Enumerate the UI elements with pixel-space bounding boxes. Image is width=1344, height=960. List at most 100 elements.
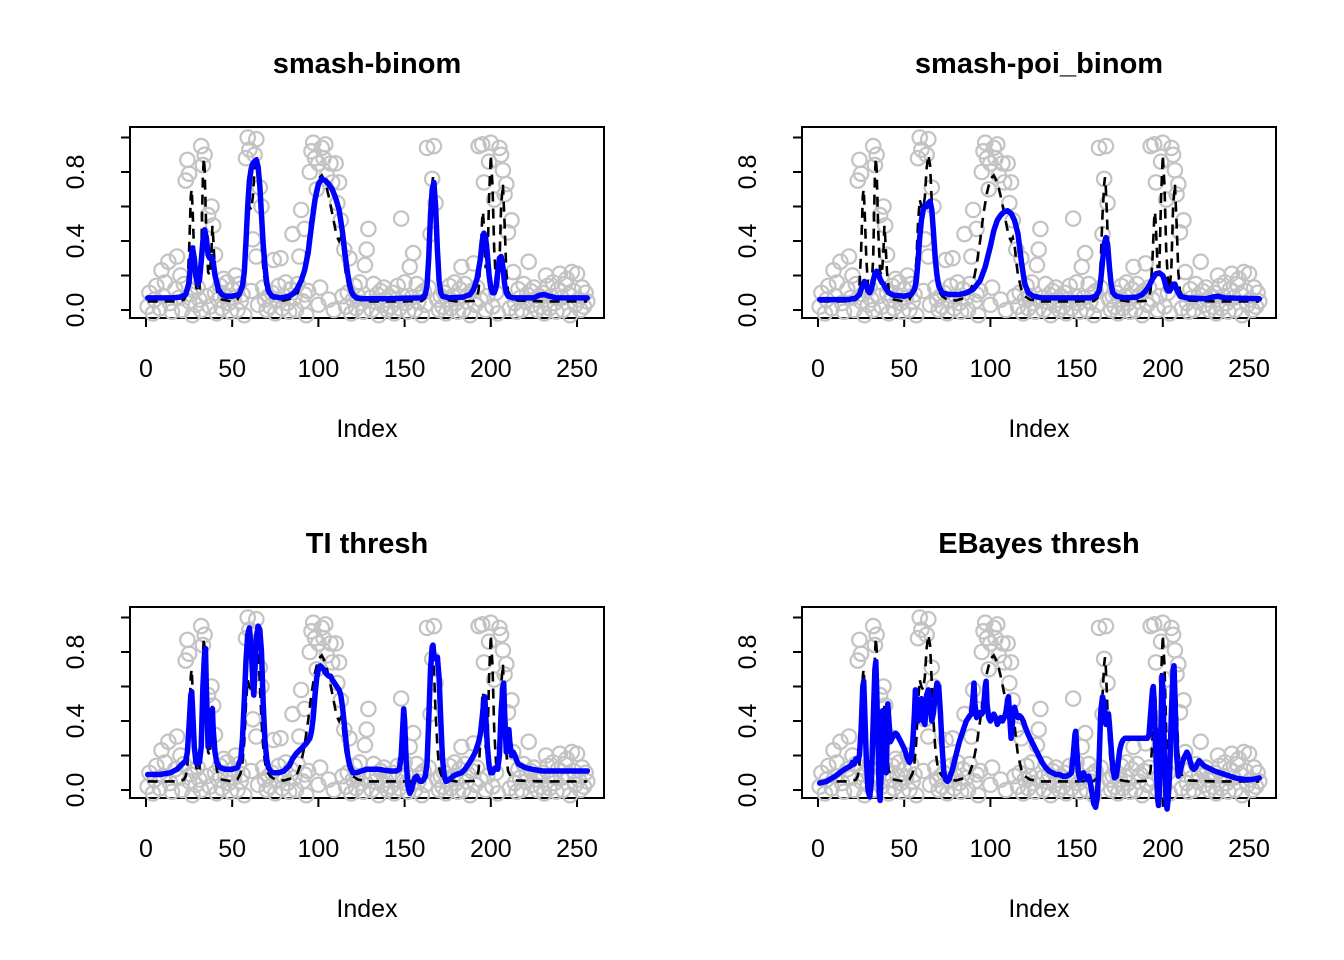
scatter-point bbox=[496, 186, 513, 203]
scatter-point bbox=[461, 786, 479, 804]
scatter-point bbox=[980, 661, 997, 678]
x-tick-label: 100 bbox=[970, 355, 1012, 383]
scatter-point bbox=[1001, 674, 1018, 692]
scatter-point bbox=[1169, 175, 1187, 193]
scatter-point bbox=[280, 783, 298, 800]
scatter-point bbox=[980, 181, 997, 198]
scatter-point bbox=[1032, 220, 1049, 238]
scatter-point bbox=[239, 609, 256, 626]
scatter-point bbox=[1076, 724, 1094, 742]
scatter-point bbox=[192, 617, 210, 635]
y-tick-label: 0.8 bbox=[734, 155, 762, 190]
scatter-point bbox=[196, 626, 213, 644]
scatter-point bbox=[310, 635, 327, 652]
scatter-point bbox=[168, 248, 186, 265]
y-tick-label: 0.8 bbox=[62, 155, 90, 190]
scatter-point bbox=[968, 220, 985, 238]
scatter-point bbox=[988, 616, 1006, 633]
x-tick-label: 200 bbox=[1142, 355, 1184, 383]
scatter-point bbox=[578, 773, 596, 790]
scatter-point bbox=[247, 130, 265, 148]
scatter-point bbox=[461, 306, 479, 324]
scatter-point bbox=[497, 655, 515, 673]
scatter-point bbox=[833, 294, 851, 312]
scatter-point bbox=[973, 163, 991, 181]
scatter-point bbox=[1145, 616, 1163, 633]
scatter-point bbox=[184, 786, 201, 804]
scatter-point bbox=[482, 614, 500, 631]
y-tick-label: 0.0 bbox=[734, 293, 762, 328]
scatter-point bbox=[868, 146, 885, 164]
scatter-point bbox=[997, 301, 1015, 319]
scatter-point bbox=[973, 643, 991, 661]
x-tick-label: 100 bbox=[298, 355, 340, 383]
scatter-point bbox=[983, 279, 1001, 296]
scatter-point bbox=[358, 241, 375, 258]
scatter-point bbox=[1095, 650, 1113, 668]
scatter-point bbox=[322, 155, 339, 172]
scatter-point bbox=[325, 301, 343, 319]
scatter-point bbox=[835, 303, 853, 320]
scatter-point bbox=[952, 783, 970, 800]
scatter-point bbox=[1250, 293, 1268, 310]
scatter-point bbox=[160, 253, 177, 271]
scatter-point bbox=[1233, 786, 1251, 804]
scatter-point bbox=[1154, 614, 1172, 631]
scatter-point bbox=[1090, 139, 1108, 157]
x-tick-label: 250 bbox=[556, 835, 598, 863]
scatter-point bbox=[520, 733, 537, 751]
scatter-point bbox=[1137, 255, 1154, 272]
scatter-point bbox=[418, 139, 436, 157]
scatter-point bbox=[192, 137, 210, 155]
scatter-point bbox=[301, 163, 319, 181]
scatter-point bbox=[311, 759, 329, 776]
scatter-point bbox=[864, 617, 882, 635]
scatter-point bbox=[852, 165, 870, 182]
scatter-points bbox=[139, 129, 596, 324]
scatter-point bbox=[327, 635, 344, 652]
scatter-point bbox=[982, 776, 999, 794]
scatter-point bbox=[396, 274, 413, 291]
scatter-point bbox=[370, 786, 387, 804]
scatter-point bbox=[292, 681, 310, 699]
x-tick-label: 0 bbox=[139, 835, 153, 863]
x-axis-label: Index bbox=[336, 415, 398, 443]
x-tick-label: 0 bbox=[139, 355, 153, 383]
y-tick-label: 0.0 bbox=[62, 773, 90, 808]
scatter-point bbox=[1125, 258, 1142, 276]
scatter-point bbox=[1176, 263, 1194, 281]
x-tick-label: 200 bbox=[470, 355, 512, 383]
scatter-points bbox=[139, 609, 596, 804]
scatter-point bbox=[832, 253, 849, 271]
scatter-point bbox=[192, 301, 210, 319]
scatter-point bbox=[995, 654, 1013, 671]
scatter-point bbox=[864, 301, 882, 319]
scatter-point bbox=[963, 728, 980, 745]
y-tick-label: 0.4 bbox=[734, 704, 762, 739]
scatter-point bbox=[1207, 785, 1225, 802]
scatter-point bbox=[1164, 146, 1182, 164]
scatter-point bbox=[301, 643, 319, 661]
scatter-point bbox=[163, 303, 181, 320]
scatter-point bbox=[1026, 783, 1044, 800]
panel-smash-poi-binom: smash-poi_binom 0 50 100 150 200 250 0.0 0.4 0.8… bbox=[672, 0, 1344, 480]
scatter-point bbox=[1138, 296, 1156, 314]
scatter-point bbox=[1166, 642, 1184, 659]
scatter-point bbox=[840, 248, 858, 265]
x-tick-label: 150 bbox=[384, 835, 426, 863]
scatter-point bbox=[944, 249, 961, 267]
scatter-point bbox=[1164, 626, 1182, 644]
scatter-point bbox=[491, 139, 508, 157]
x-tick-label: 150 bbox=[1056, 835, 1098, 863]
scatter-point bbox=[832, 733, 849, 751]
scatter-point bbox=[392, 210, 410, 227]
scatter-point bbox=[236, 306, 253, 324]
scatter-point bbox=[1133, 786, 1151, 804]
scatter-point bbox=[272, 729, 289, 747]
panel-title: smash-poi_binom bbox=[914, 48, 1164, 80]
scatter-point bbox=[999, 635, 1016, 652]
x-tick-label: 50 bbox=[890, 835, 918, 863]
scatter-point bbox=[985, 619, 1003, 637]
scatter-point bbox=[1068, 274, 1085, 291]
x-tick-label: 100 bbox=[970, 835, 1012, 863]
